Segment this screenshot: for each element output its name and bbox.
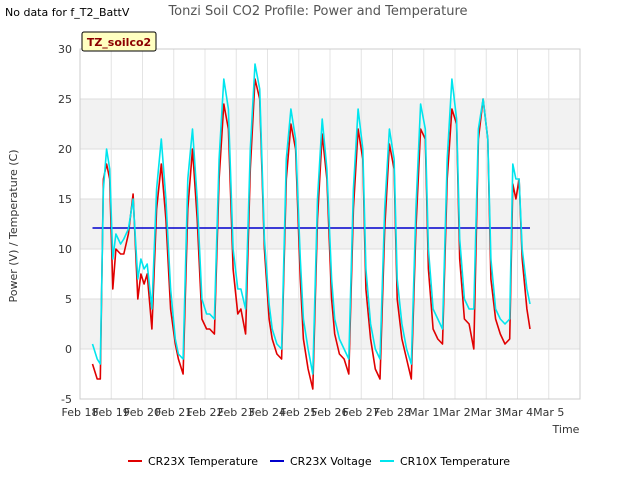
legend: CR23X Temperature CR23X Voltage CR10X Temp… (128, 455, 510, 468)
y-tick-label: 20 (58, 143, 72, 156)
x-tick-label: Mar 2 (439, 406, 470, 419)
site-label-box-bg (81, 31, 157, 52)
x-tick-label: Feb 25 (280, 406, 317, 419)
x-tick-label: Feb 22 (187, 406, 224, 419)
x-tick-label: Mar 3 (471, 406, 502, 419)
y-tick-label: 10 (58, 243, 72, 256)
x-tick-label: Feb 18 (62, 406, 99, 419)
x-tick-label: Feb 19 (93, 406, 130, 419)
series-layer (91, 63, 531, 390)
y-tick-label: 15 (58, 193, 72, 206)
x-tick-label: Feb 23 (218, 406, 255, 419)
x-tick-label: Mar 5 (533, 406, 564, 419)
site-label-box: TZ_soilco2 (81, 31, 157, 52)
y-tick-label: 30 (58, 43, 72, 56)
legend-label: CR23X Temperature (148, 455, 258, 468)
y-axis-label: Power (V) / Temperature (C) (7, 149, 20, 302)
site-label: TZ_soilco2 (87, 36, 151, 49)
x-tick-label: Feb 20 (124, 406, 161, 419)
y-tick-label: 25 (58, 93, 72, 106)
x-tick-label: Feb 24 (249, 406, 286, 419)
x-tick-label: Mar 4 (502, 406, 533, 419)
y-tick-label: -5 (61, 393, 72, 406)
legend-label: CR23X Voltage (290, 455, 372, 468)
x-tick-label: Feb 27 (343, 406, 380, 419)
plot-frame (79, 48, 581, 400)
legend-label: CR10X Temperature (400, 455, 510, 468)
y-tick-labels: -5 0 5 10 15 20 25 30 (58, 43, 72, 406)
x-tick-label: Feb 26 (312, 406, 349, 419)
x-tick-label: Feb 28 (374, 406, 411, 419)
no-data-note: No data for f_T2_BattV (5, 6, 130, 19)
y-tick-label: 0 (65, 343, 72, 356)
x-tick-label: Mar 1 (408, 406, 439, 419)
x-axis-label: Time (552, 423, 580, 436)
chart-title: Tonzi Soil CO2 Profile: Power and Temper… (167, 4, 467, 19)
series-line-3 (91, 63, 531, 375)
y-tick-label: 5 (65, 293, 72, 306)
x-tick-label: Feb 21 (155, 406, 192, 419)
